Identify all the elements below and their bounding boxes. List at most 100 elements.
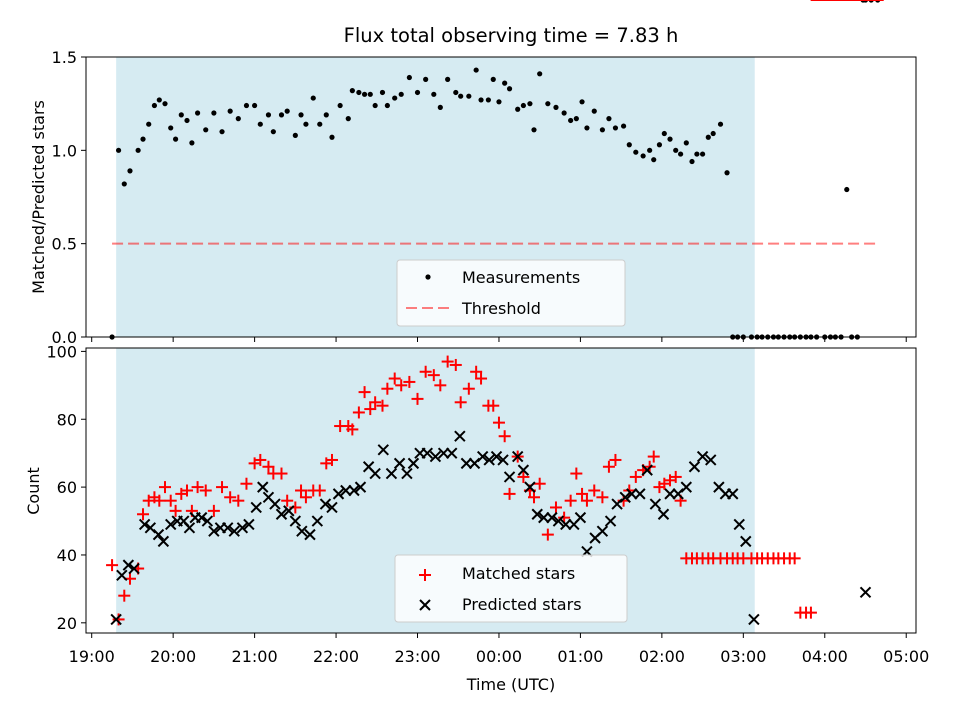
matched-star-point (153, 494, 166, 507)
predicted-star-point (748, 613, 760, 626)
measurement-point (678, 151, 684, 157)
predicted-star-stroke (429, 450, 442, 463)
measurement-point (356, 89, 362, 96)
legend-matched-label: Matched stars (462, 564, 575, 583)
bottom-y-axis: 20 40 60 80 100 (46, 342, 86, 633)
predicted-star-point (649, 498, 662, 510)
predicted-star-stroke (228, 525, 240, 537)
predicted-star-stroke (657, 508, 670, 520)
measurement-point (184, 117, 190, 124)
x-tick-label: 19:00 (69, 647, 115, 666)
predicted-star-stroke (195, 511, 208, 524)
measurement-point (506, 86, 513, 92)
measurement-point (647, 147, 653, 153)
legend-matched-marker (419, 569, 431, 581)
matched-star-point (669, 470, 682, 483)
predicted-star-point (311, 515, 324, 527)
predicted-star-stroke (348, 484, 360, 497)
x-axis-title: Time (UTC) (466, 675, 555, 694)
legend-predicted-label: Predicted stars (462, 595, 582, 614)
measurement-point (710, 130, 716, 137)
predicted-star-point (222, 522, 234, 534)
measurement-point (337, 102, 343, 109)
predicted-star-point (476, 450, 489, 463)
predicted-star-stroke (354, 481, 367, 493)
matched-star-point (602, 460, 615, 473)
matched-star-point (470, 365, 483, 378)
predicted-star-point (236, 522, 249, 534)
measurement-point (146, 121, 152, 127)
matched-star-point (441, 355, 454, 368)
matched-star-point (199, 484, 212, 497)
predicted-star-stroke (740, 535, 752, 548)
measurement-point (667, 136, 673, 142)
top-y-tick-label: 1.0 (52, 141, 77, 160)
predicted-star-point (429, 450, 442, 463)
bottom-y-tick-label: 60 (57, 478, 77, 497)
predicted-star-stroke (490, 450, 503, 463)
bottom-legend: Matched stars Predicted stars (394, 554, 628, 623)
predicted-star-point (385, 467, 398, 480)
predicted-star-point (503, 471, 516, 483)
measurement-point (612, 125, 619, 131)
bottom-y-tick-label: 40 (57, 546, 77, 565)
predicted-star-stroke (454, 430, 466, 442)
matched-star-point (275, 467, 288, 480)
top-plot-frame (85, 56, 917, 338)
matched-star-point (358, 386, 371, 399)
measurement-point (406, 74, 412, 81)
matched-star-point (207, 504, 220, 517)
top-x-ticks (91, 337, 907, 342)
predicted-star-stroke (377, 444, 390, 456)
measurement-point (189, 140, 195, 146)
measurement-point (127, 168, 133, 174)
measurement-point (345, 116, 351, 122)
predicted-star-point (275, 508, 288, 520)
matched-star-point (434, 379, 447, 392)
predicted-star-stroke (546, 511, 558, 524)
predicted-star-stroke (257, 481, 269, 493)
predicted-star-point (446, 447, 458, 459)
predicted-star-point (641, 464, 653, 476)
predicted-star-stroke (407, 457, 420, 470)
predicted-star-stroke (574, 511, 587, 524)
predicted-star-stroke (243, 518, 255, 531)
matched-star-point (240, 477, 253, 490)
predicted-star-point (727, 488, 739, 500)
predicted-star-point (421, 447, 433, 459)
predicted-star-stroke (128, 562, 140, 575)
measurement-point (257, 121, 263, 127)
measurement-point (151, 102, 158, 109)
measurement-point (502, 80, 508, 86)
measurement-point (392, 95, 398, 101)
predicted-star-stroke (183, 522, 196, 534)
legend-measurements-marker (425, 274, 431, 280)
count-points (106, 0, 884, 626)
measurement-point (121, 181, 127, 187)
predicted-star-stroke (152, 528, 165, 541)
legend-threshold-label: Threshold (461, 299, 541, 318)
matched-star-point (281, 494, 294, 507)
predicted-star-stroke (649, 498, 662, 510)
measurement-point (227, 108, 233, 114)
measurement-point (683, 140, 689, 146)
measurement-point (661, 130, 667, 137)
predicted-star-stroke (157, 535, 170, 548)
predicted-star-point (208, 525, 220, 537)
predicted-star-stroke (641, 464, 653, 476)
matched-star-point (388, 372, 401, 385)
predicted-star-point (664, 488, 676, 500)
bottom-plot-frame (85, 347, 917, 634)
measurement-point (292, 132, 298, 138)
predicted-star-stroke (340, 484, 352, 497)
top-y-tick-label: 1.5 (52, 48, 77, 67)
matched-star-point (395, 379, 408, 392)
predicted-star-stroke (144, 522, 157, 534)
measurement-point (168, 125, 174, 131)
predicted-star-stroke (385, 467, 398, 480)
predicted-star-point (377, 444, 390, 456)
predicted-star-stroke (596, 525, 609, 537)
predicted-star-point (460, 457, 473, 470)
predicted-star-point (354, 481, 367, 493)
predicted-star-point (393, 457, 406, 470)
